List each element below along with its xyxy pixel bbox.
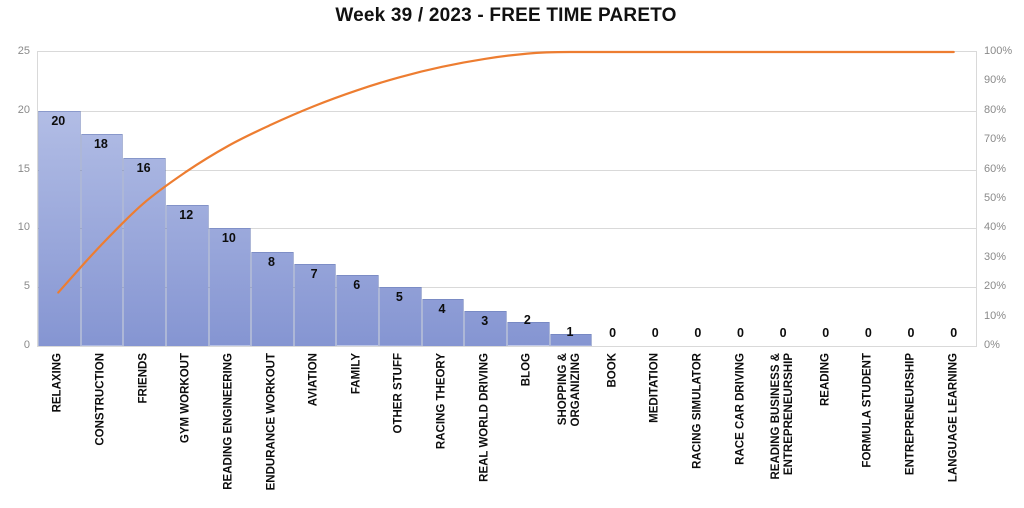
y-axis-right-tick: 10%: [984, 309, 1007, 322]
category-label: RACING SIMULATOR: [691, 353, 704, 469]
category-label: FORMULA STUDENT: [861, 353, 874, 468]
bar-value-label: 4: [438, 301, 446, 316]
y-axis-right-tick: 100%: [984, 45, 1013, 57]
bar: [165, 204, 209, 346]
category-label: RACE CAR DRIVING: [734, 353, 746, 465]
bar-value-label: 0: [950, 326, 958, 340]
category-label: BOOK: [606, 353, 619, 388]
bar-value-label: 0: [609, 326, 617, 340]
bar-value-label: 0: [694, 326, 702, 340]
y-axis-right-tick: 60%: [984, 162, 1007, 175]
bar: [379, 287, 422, 346]
bar-value-label: 12: [179, 207, 194, 222]
bar-value-label: 0: [907, 326, 915, 340]
category-label: READING: [819, 353, 832, 407]
category-label: SHOPPING & ORGANIZING: [556, 353, 582, 427]
y-axis-right-tick: 90%: [984, 74, 1007, 87]
y-axis-left-tick: 0: [23, 339, 30, 351]
bar-value-label: 0: [737, 326, 744, 340]
category-label: RACING THEORY: [435, 353, 448, 450]
bar-value-label: 18: [93, 137, 108, 152]
category-label: GYM WORKOUT: [179, 353, 192, 444]
bar-value-label: 0: [779, 326, 787, 340]
bar-value-label: 0: [864, 326, 872, 340]
y-axis-right-tick: 20%: [984, 280, 1007, 293]
category-label: FAMILY: [350, 353, 363, 395]
category-label: ENTREPRENEURSHIP: [904, 353, 917, 476]
bar: [549, 334, 593, 346]
category-label: BLOG: [520, 353, 533, 387]
gridline: [38, 110, 976, 112]
bar: [464, 310, 507, 346]
bar-value-label: 5: [395, 290, 403, 305]
bar-value-label: 20: [51, 113, 66, 128]
y-axis-right-tick: 80%: [984, 103, 1007, 116]
bar-value-label: 8: [268, 254, 275, 269]
bar: [123, 157, 166, 346]
bar-value-label: 2: [523, 313, 531, 328]
plot-area: [37, 51, 977, 347]
y-axis-left-tick: 5: [23, 280, 30, 293]
category-label: AVIATION: [307, 353, 320, 407]
y-axis-left-tick: 25: [17, 45, 30, 57]
category-label: CONSTRUCTION: [94, 353, 107, 446]
bar-value-label: 10: [221, 231, 236, 246]
category-label: RELAXING: [51, 353, 64, 413]
bar-value-label: 7: [310, 266, 318, 281]
y-axis-left-tick: 15: [17, 162, 30, 175]
gridline: [38, 169, 976, 171]
y-axis-left-tick: 10: [17, 221, 30, 234]
y-axis-left-tick: 20: [17, 103, 30, 116]
y-axis-right-tick: 50%: [984, 192, 1007, 204]
bar-value-label: 16: [136, 160, 151, 175]
y-axis-right-tick: 40%: [984, 221, 1007, 234]
category-label: READING ENGINEERING: [222, 353, 235, 490]
bar-value-label: 0: [651, 326, 659, 340]
category-label: OTHER STUFF: [392, 353, 405, 434]
bar: [208, 228, 252, 346]
y-axis-right-tick: 70%: [984, 133, 1007, 146]
category-label: REAL WORLD DRIVING: [478, 353, 491, 482]
bar-value-label: 3: [481, 313, 489, 328]
bar: [38, 110, 81, 346]
bar-value-label: 1: [566, 325, 574, 340]
bar: [507, 322, 550, 346]
bar: [421, 298, 465, 346]
y-axis-right-tick: 0%: [984, 339, 1000, 351]
bar-value-label: 0: [822, 326, 830, 340]
y-axis-right-tick: 30%: [984, 250, 1007, 263]
category-label: FRIENDS: [137, 353, 150, 404]
category-label: MEDITATION: [648, 353, 661, 423]
category-label: ENDURANCE WORKOUT: [265, 353, 277, 491]
bar: [80, 134, 124, 346]
category-label: READING BUSINESS & ENTREPRENEURSHIP: [770, 353, 796, 480]
bar-value-label: 6: [353, 278, 361, 293]
chart-title: Week 39 / 2023 - FREE TIME PARETO: [335, 5, 677, 26]
category-label: LANGUAGE LEARNING: [947, 353, 960, 483]
